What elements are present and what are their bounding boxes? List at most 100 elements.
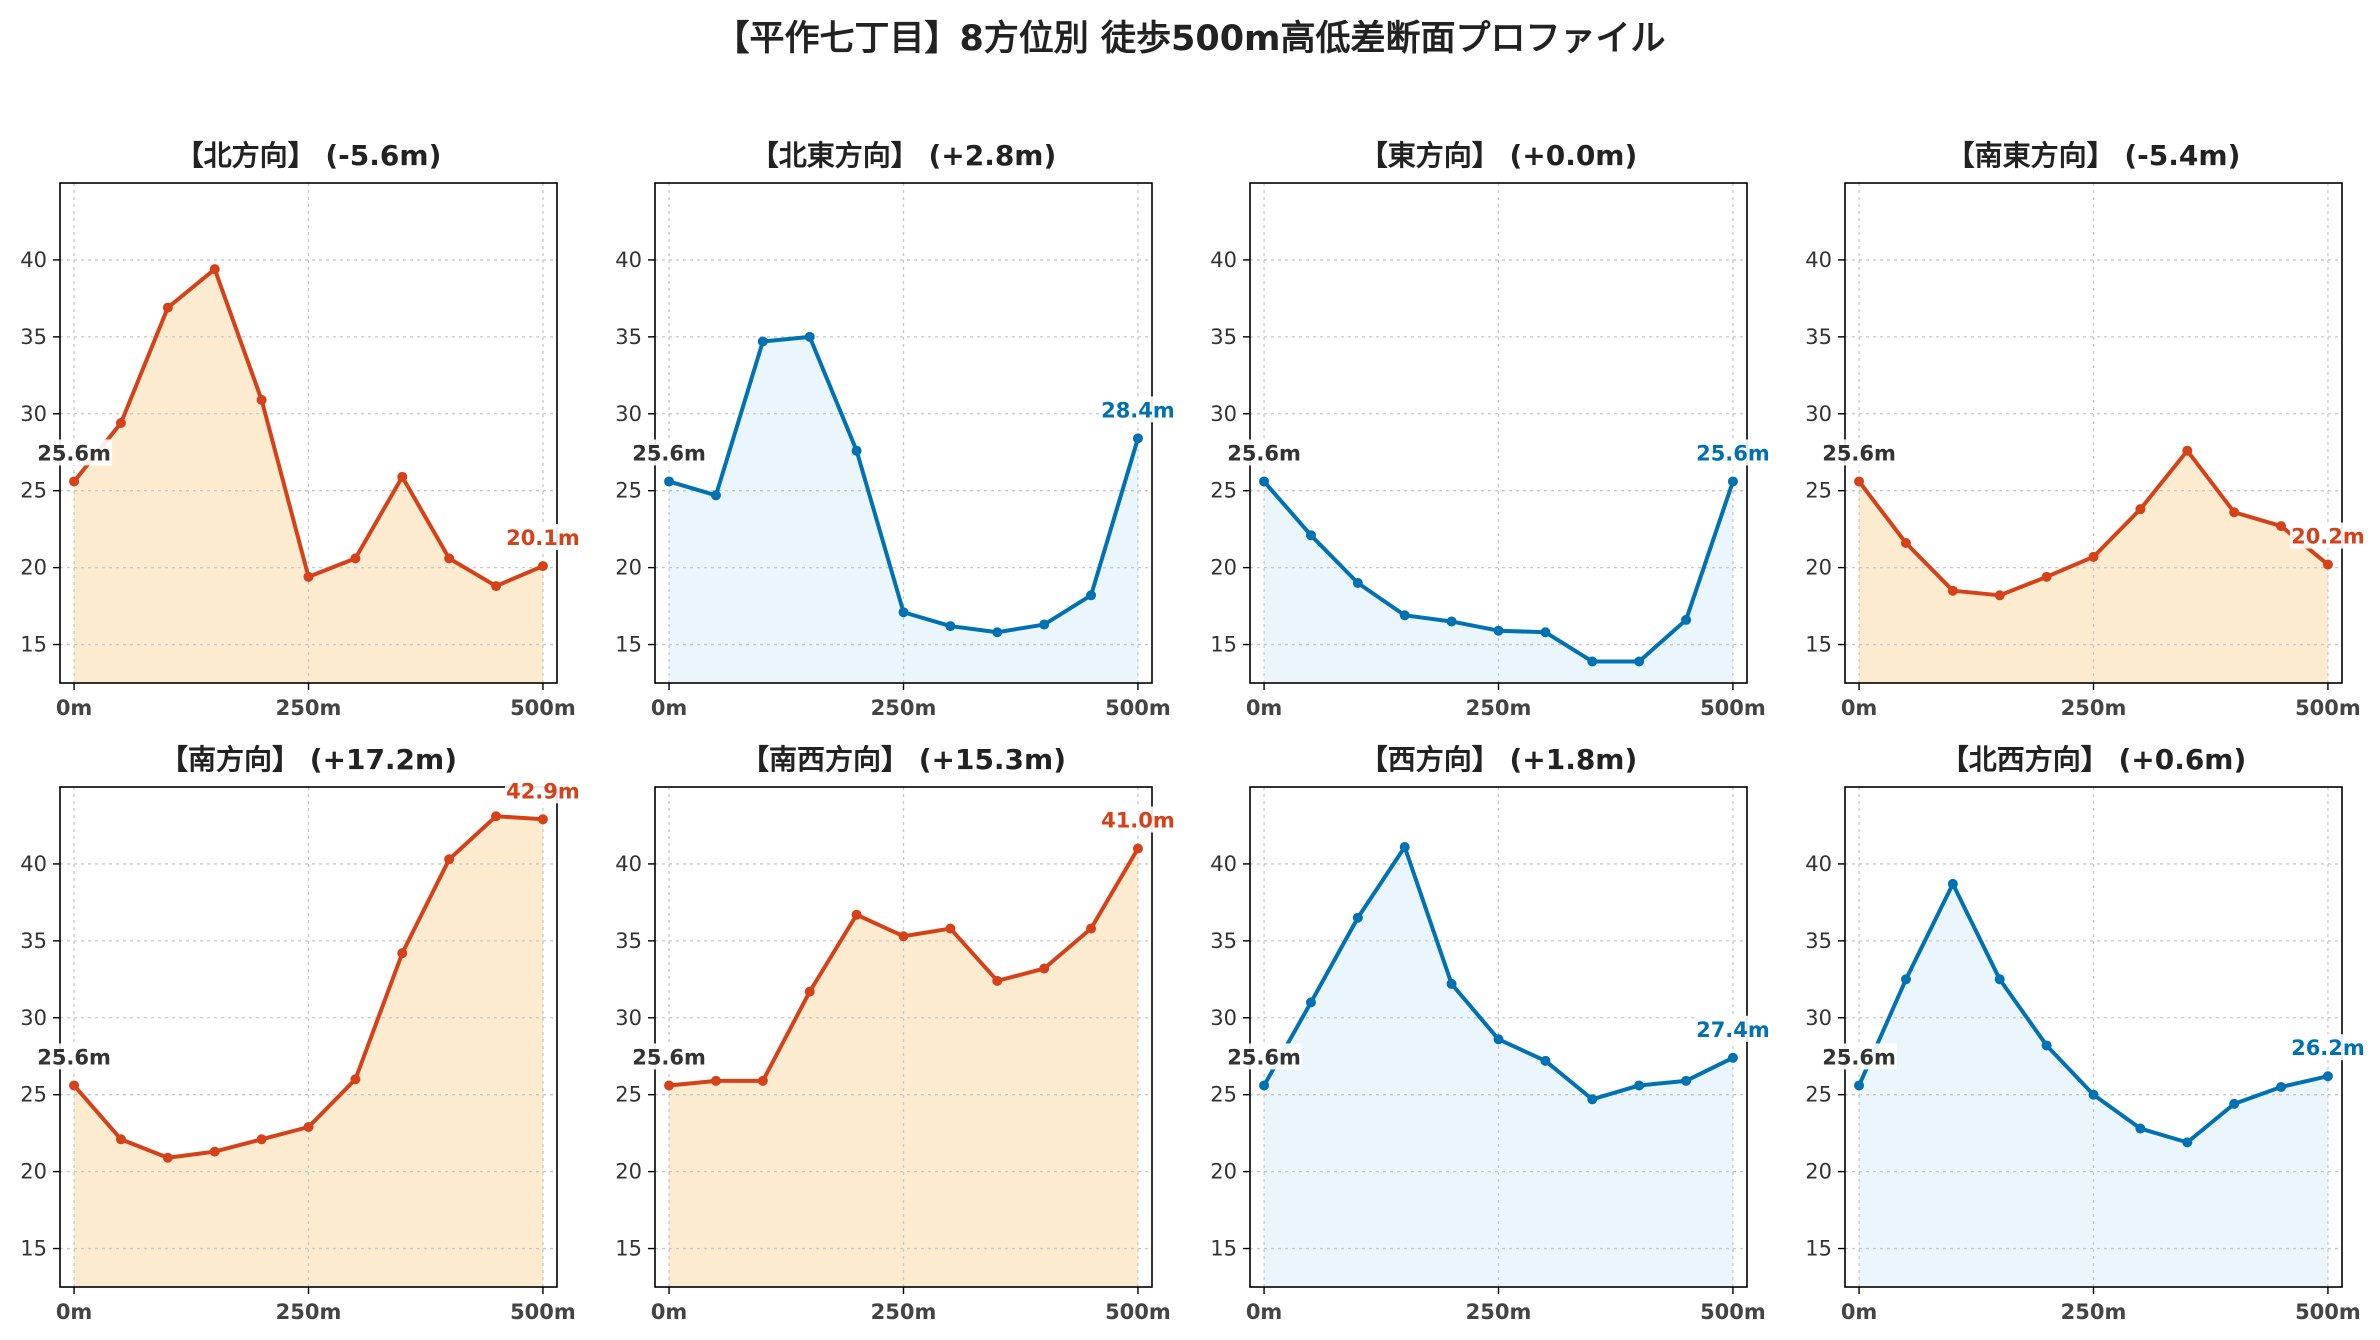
data-point	[1352, 578, 1363, 588]
x-tick-label: 250m	[1466, 696, 1532, 720]
end-label-bg	[1099, 806, 1176, 833]
start-label-bg	[631, 439, 708, 466]
data-point	[1493, 1034, 1504, 1045]
y-tick-label: 15	[1805, 1237, 1832, 1261]
start-label-bg	[1226, 439, 1303, 466]
y-tick-label: 40	[615, 248, 642, 272]
data-point	[757, 336, 768, 347]
chart-title: 【東方向】 (+0.0m)	[1360, 139, 1638, 172]
data-point	[256, 394, 267, 405]
data-point	[710, 1075, 721, 1086]
x-tick-label: 500m	[510, 1300, 576, 1324]
data-point	[851, 909, 862, 920]
data-point	[1540, 1055, 1551, 1066]
data-point	[1132, 433, 1143, 444]
x-tick-label: 0m	[651, 1300, 688, 1324]
data-point	[664, 1080, 675, 1091]
data-point	[898, 931, 909, 942]
x-tick-label: 250m	[276, 696, 342, 720]
y-tick-label: 15	[1210, 1237, 1237, 1261]
y-tick-label: 40	[615, 852, 642, 876]
data-point	[1039, 619, 1050, 630]
start-label-bg	[631, 1043, 708, 1070]
end-value-label: 28.4m	[1101, 398, 1175, 422]
end-label-bg	[504, 777, 581, 804]
y-tick-label: 30	[1805, 402, 1832, 426]
y-tick-label: 20	[615, 1160, 642, 1184]
data-point	[2229, 1098, 2240, 1109]
data-point	[2041, 571, 2052, 582]
data-point	[1900, 974, 1911, 985]
x-tick-label: 250m	[871, 1300, 937, 1324]
y-tick-label: 25	[1805, 1083, 1832, 1107]
data-point	[1446, 978, 1457, 989]
y-tick-label: 20	[20, 556, 47, 580]
x-tick-label: 250m	[2061, 1300, 2127, 1324]
chart-panel-7: 【北西方向】 (+0.6m) 15 20 25 30 35 40 0m 250m 500m 25.6…	[1805, 743, 2366, 1324]
chart-panel-2: 【東方向】 (+0.0m) 15 20 25 30 35 40 0m 250m 500m 25.6m…	[1210, 139, 1771, 720]
y-tick-label: 40	[1805, 248, 1832, 272]
chart-title: 【北方向】 (-5.6m)	[176, 139, 442, 172]
chart-panel-6: 【西方向】 (+1.8m) 15 20 25 30 35 40 0m 250m 500m 25.6m…	[1210, 743, 1771, 1324]
chart-panel-0: 【北方向】 (-5.6m) 15 20 25 30 35 40 0m 250m 500m 25.6m…	[20, 139, 581, 720]
data-point	[1086, 590, 1097, 601]
start-value-label: 25.6m	[1822, 1045, 1896, 1069]
x-tick-label: 500m	[1105, 1300, 1171, 1324]
data-point	[1681, 614, 1692, 625]
data-point	[1259, 1080, 1270, 1091]
data-point	[2322, 559, 2333, 570]
data-point	[1634, 656, 1645, 667]
data-point	[397, 948, 408, 959]
y-tick-label: 35	[20, 929, 47, 953]
y-tick-label: 20	[1210, 556, 1237, 580]
data-point	[1727, 476, 1738, 487]
y-tick-label: 30	[1210, 402, 1237, 426]
y-tick-label: 25	[1805, 479, 1832, 503]
data-point	[2135, 1123, 2146, 1134]
y-tick-label: 35	[1805, 325, 1832, 349]
data-point	[1900, 538, 1911, 548]
data-point	[1399, 842, 1410, 852]
data-point	[397, 471, 408, 482]
data-point	[1039, 963, 1050, 974]
data-point	[444, 854, 455, 865]
data-point	[69, 1080, 80, 1091]
area-fill	[669, 336, 1138, 683]
data-point	[1587, 1094, 1598, 1105]
chart-title: 【南東方向】 (-5.4m)	[1947, 139, 2241, 172]
data-point	[2229, 507, 2240, 518]
y-tick-label: 40	[1210, 248, 1237, 272]
end-value-label: 20.2m	[2291, 525, 2365, 549]
y-tick-label: 35	[20, 325, 47, 349]
data-point	[710, 490, 721, 501]
x-tick-label: 500m	[2295, 696, 2361, 720]
data-point	[69, 476, 80, 487]
data-point	[162, 1152, 173, 1163]
data-point	[1994, 590, 2005, 601]
data-point	[992, 975, 1003, 986]
y-tick-label: 15	[20, 1237, 47, 1261]
data-point	[1399, 610, 1410, 621]
data-point	[2322, 1071, 2333, 1082]
y-tick-label: 30	[615, 402, 642, 426]
data-point	[1854, 1080, 1865, 1091]
end-label-bg	[1694, 439, 1771, 466]
data-point	[2088, 551, 2099, 562]
data-point	[1132, 843, 1143, 854]
data-point	[851, 445, 862, 456]
y-tick-label: 20	[1805, 1160, 1832, 1184]
y-tick-label: 35	[615, 929, 642, 953]
data-point	[537, 814, 548, 825]
data-point	[444, 553, 455, 564]
data-point	[1259, 476, 1270, 487]
figure-title: 【平作七丁目】8方位別 徒歩500m高低差断面プロファイル	[714, 19, 1666, 59]
y-tick-label: 35	[615, 325, 642, 349]
start-value-label: 25.6m	[37, 441, 111, 465]
y-tick-label: 20	[1210, 1160, 1237, 1184]
end-value-label: 26.2m	[2291, 1036, 2365, 1060]
y-tick-label: 15	[1210, 633, 1237, 657]
start-value-label: 25.6m	[632, 1045, 706, 1069]
data-point	[209, 264, 220, 275]
end-value-label: 42.9m	[506, 779, 580, 803]
